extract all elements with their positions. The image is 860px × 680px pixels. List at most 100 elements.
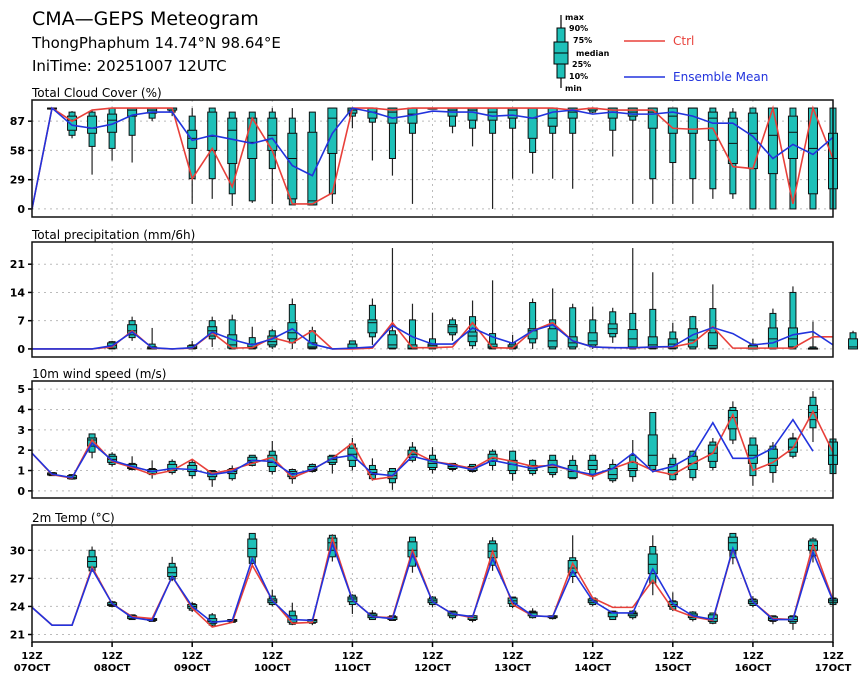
ensemble-box	[127, 107, 138, 163]
xtick-label-time: 12Z	[582, 651, 603, 662]
xtick-label-date: 12OCT	[414, 663, 451, 674]
box-25-75	[447, 324, 458, 334]
box-25-75	[647, 336, 658, 349]
box-25-75	[567, 107, 578, 119]
ensemble-box	[367, 107, 378, 161]
ensemble-mean-line	[32, 323, 834, 350]
panel-frame	[31, 99, 834, 218]
box-25-75	[387, 334, 398, 349]
init-time-label: IniTime: 20251007 12UTC	[32, 57, 227, 75]
box-25-75	[587, 459, 598, 471]
box-25-75	[387, 107, 398, 124]
legend-25-label: 25%	[572, 60, 591, 69]
box-10-90	[789, 291, 797, 350]
ensemble-box	[807, 321, 818, 350]
ytick-label: 21	[10, 629, 25, 642]
box-25-75	[67, 115, 78, 131]
xtick-label-date: 16OCT	[735, 663, 772, 674]
legend-median-label: median	[576, 49, 610, 58]
ytick-label: 3	[17, 424, 25, 437]
ensemble-box	[507, 107, 518, 179]
ensemble-box	[587, 306, 598, 349]
box-25-75	[327, 107, 338, 154]
box-25-75	[848, 338, 859, 350]
box-25-75	[747, 444, 758, 464]
ensemble-box	[587, 454, 598, 480]
ensemble-box	[187, 108, 198, 204]
ensemble-box	[147, 460, 158, 479]
ytick-label: 4	[17, 403, 25, 416]
xtick-label-time: 12Z	[182, 651, 203, 662]
box-25-75	[767, 327, 778, 349]
legend-10-label: 10%	[569, 72, 588, 81]
panels-container: 0 29 58 87 0 7 14 21 0 1 2 3 4 5 21 24 27 30	[10, 99, 859, 643]
box-25-75	[747, 345, 758, 350]
ensemble-box	[407, 303, 418, 350]
ensemble-mean-line	[31, 541, 834, 626]
ensemble-box	[607, 107, 618, 157]
ensemble-box	[367, 298, 378, 345]
ensemble-box	[848, 330, 859, 350]
xtick-label-date: 11OCT	[334, 663, 371, 674]
legend-mean-label: Ensemble Mean	[673, 70, 768, 84]
legend-ctrl-label: Ctrl	[673, 34, 694, 48]
ensemble-box	[127, 316, 138, 341]
box-25-75	[227, 117, 238, 165]
ensemble-box	[787, 107, 798, 210]
box-10-90	[529, 302, 537, 344]
xtick-label-time: 12Z	[662, 651, 683, 662]
box-25-75	[667, 107, 678, 134]
panel-title-wind: 10m wind speed (m/s)	[32, 367, 166, 381]
xtick-label-date: 07OCT	[14, 663, 51, 674]
ensemble-box	[467, 300, 478, 349]
ensemble-box	[107, 107, 118, 161]
x-axis: 12Z07OCT12Z08OCT12Z09OCT12Z10OCT12Z11OCT…	[14, 642, 851, 674]
box-25-75	[707, 332, 718, 349]
box-25-75	[367, 319, 378, 334]
panel-cloud: 0 29 58 87	[10, 99, 838, 218]
xtick-label-time: 12Z	[742, 651, 763, 662]
ensemble-box	[367, 458, 378, 481]
panel-frame	[31, 241, 834, 358]
legend-90-label: 90%	[569, 24, 588, 33]
legend-10-box	[556, 63, 566, 79]
ensemble-box	[687, 107, 698, 204]
panel-frame	[31, 524, 834, 643]
xtick-label-date: 15OCT	[655, 663, 692, 674]
box-10-90	[489, 333, 497, 350]
ytick-label: 0	[17, 343, 25, 356]
ensemble-box	[667, 454, 678, 481]
xtick-label-date: 08OCT	[94, 663, 131, 674]
xtick-label-time: 12Z	[822, 651, 843, 662]
ensemble-box	[247, 111, 258, 203]
ensemble-box	[547, 288, 558, 350]
box-25-75	[647, 107, 658, 129]
ensemble-box	[227, 314, 238, 350]
box-25-75	[707, 111, 718, 141]
box-25-75	[87, 115, 98, 134]
ytick-label: 14	[10, 286, 26, 299]
xtick-label-time: 12Z	[502, 651, 523, 662]
ensemble-box	[327, 107, 338, 204]
ensemble-box	[727, 108, 738, 199]
box-25-75	[547, 328, 558, 348]
box-25-75	[787, 115, 798, 159]
ensemble-box	[647, 412, 658, 473]
ytick-label: 24	[10, 600, 26, 613]
box-10-90	[569, 307, 577, 350]
ytick-label: 0	[17, 203, 25, 216]
box-25-75	[467, 331, 478, 343]
ensemble-box	[607, 459, 618, 483]
panel-title-precip: Total precipitation (mm/6h)	[31, 228, 195, 242]
box-25-75	[507, 107, 518, 119]
ensemble-box	[647, 272, 658, 350]
ensemble-box	[407, 107, 418, 204]
xtick-label-time: 12Z	[102, 651, 123, 662]
ensemble-mean-line	[31, 106, 834, 210]
ensemble-box	[87, 110, 98, 175]
ytick-label: 7	[17, 315, 25, 328]
ytick-label: 0	[17, 485, 25, 498]
ytick-label: 87	[10, 115, 25, 128]
box-10-90	[709, 107, 717, 190]
